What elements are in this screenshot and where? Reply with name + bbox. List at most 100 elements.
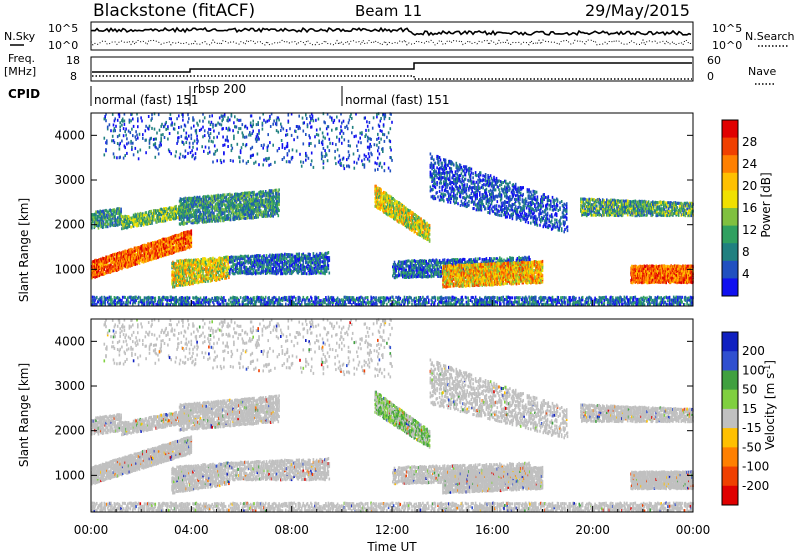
- power-cell: [276, 205, 279, 209]
- power-cell: [298, 252, 300, 256]
- power-cell: [500, 257, 503, 261]
- power-cell: [121, 257, 124, 261]
- power-cell: [154, 247, 157, 251]
- power-cell: [207, 209, 209, 213]
- power-cell: [469, 258, 472, 262]
- power-cell: [251, 261, 254, 264]
- power-cell: [119, 265, 121, 269]
- power-cell: [202, 270, 204, 274]
- power-cell: [177, 238, 179, 241]
- power-cell: [198, 280, 201, 284]
- power-cell: [202, 268, 204, 272]
- power-cell: [205, 220, 208, 224]
- power-cell: [407, 217, 410, 221]
- power-cell: [320, 255, 323, 259]
- power-cell: [130, 218, 132, 222]
- power-cell: [212, 274, 214, 278]
- power-cell: [187, 201, 189, 205]
- power-cell: [121, 263, 124, 267]
- power-cell: [492, 259, 494, 263]
- power-cell: [193, 267, 196, 270]
- power-cell: [145, 217, 147, 221]
- power-cell: [237, 261, 239, 265]
- power-cell: [143, 215, 146, 219]
- power-cell: [149, 222, 152, 225]
- power-cell: [410, 228, 413, 232]
- power-cell: [318, 271, 320, 275]
- power-cell: [416, 275, 418, 278]
- power-cell: [250, 195, 253, 198]
- power-cell: [235, 267, 238, 271]
- power-cell: [205, 275, 208, 279]
- power-cell: [123, 259, 126, 263]
- power-cell: [251, 202, 254, 206]
- power-cell: [273, 271, 275, 275]
- power-cell: [524, 258, 526, 262]
- power-cell: [149, 249, 152, 253]
- power-cell: [101, 217, 103, 221]
- power-cell: [268, 193, 270, 197]
- power-cell: [133, 217, 136, 221]
- power-cell: [420, 217, 422, 221]
- power-cell: [267, 206, 269, 210]
- power-cell: [438, 259, 441, 263]
- beam-title: Beam 11: [355, 2, 422, 20]
- power-cell: [113, 214, 116, 218]
- power-cell: [276, 253, 279, 257]
- power-cell: [390, 195, 393, 199]
- power-cell: [126, 252, 128, 256]
- power-cell: [378, 194, 381, 198]
- nsearch-trace: [90, 38, 692, 47]
- power-cell: [273, 211, 275, 215]
- power-cell: [265, 203, 268, 207]
- power-cell: [207, 273, 209, 277]
- power-cell: [228, 259, 230, 263]
- power-cell: [205, 205, 208, 209]
- power-cell: [225, 199, 228, 203]
- power-cell: [283, 261, 285, 265]
- power-cell: [269, 260, 271, 264]
- power-cell: [405, 212, 407, 216]
- power-cell: [225, 203, 228, 207]
- power-cell: [121, 258, 123, 262]
- power-cell: [133, 262, 136, 266]
- power-cell: [446, 261, 448, 265]
- power-cell: [379, 199, 382, 203]
- power-cell: [409, 223, 411, 226]
- power-cell: [397, 266, 399, 270]
- power-cell: [179, 267, 182, 270]
- power-cell: [207, 216, 209, 219]
- power-cell: [161, 252, 163, 256]
- power-cell: [203, 202, 205, 205]
- power-cell: [179, 239, 182, 243]
- power-cell: [182, 281, 184, 285]
- power-cell: [121, 215, 123, 219]
- power-cell: [311, 261, 314, 265]
- power-cell: [260, 211, 263, 215]
- power-cell: [244, 257, 246, 261]
- power-cell: [101, 262, 103, 265]
- power-cell: [406, 264, 408, 268]
- power-cell: [225, 197, 228, 201]
- power-cell: [175, 266, 177, 270]
- power-cell: [293, 261, 295, 265]
- power-cell: [309, 256, 311, 260]
- power-cell: [409, 216, 411, 220]
- power-cell: [443, 258, 446, 262]
- power-cell: [274, 263, 277, 267]
- power-cell: [175, 268, 177, 272]
- power-cell: [209, 201, 212, 205]
- power-cell: [140, 216, 142, 220]
- power-cell: [441, 261, 443, 265]
- power-cell: [206, 266, 208, 270]
- power-cell: [423, 259, 426, 263]
- power-cell: [290, 263, 293, 267]
- power-cell: [414, 273, 417, 277]
- power-cell: [416, 218, 418, 222]
- power-cell: [218, 196, 220, 200]
- power-cell: [135, 248, 137, 252]
- power-cell: [96, 222, 98, 226]
- power-cell: [115, 252, 117, 256]
- power-cell: [172, 285, 175, 289]
- power-cell: [396, 208, 399, 212]
